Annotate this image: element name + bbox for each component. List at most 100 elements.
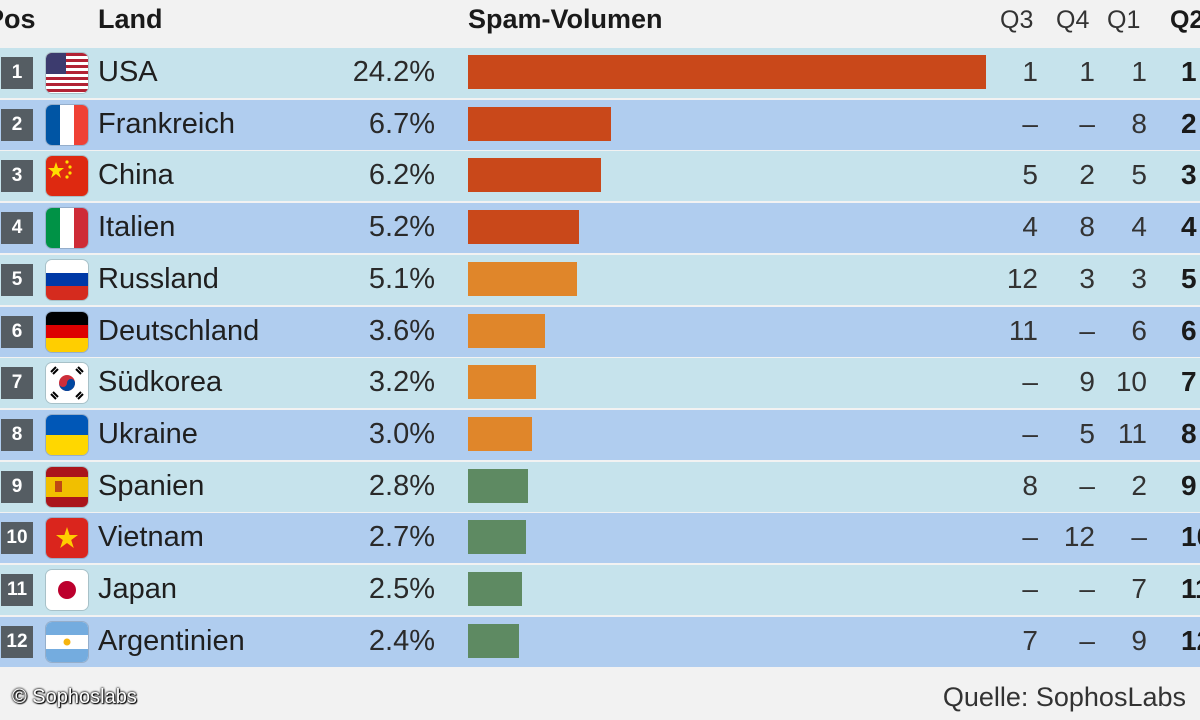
rank-q1: 1 [1131,56,1147,87]
spam-volume-bar [468,572,522,606]
south-korea-flag-icon [46,363,88,404]
rank-q1: – [1131,521,1147,553]
position-badge: 2 [1,108,33,141]
country-label: Deutschland [98,314,260,347]
position-badge: 6 [1,315,33,348]
japan-flag-icon [46,570,88,610]
vietnam-flag-icon [46,518,88,559]
rank-q2: 7 [1181,366,1197,398]
rank-q1: 8 [1131,107,1147,139]
spam-volume-bar [468,313,545,348]
rank-q3: 4 [1022,211,1038,243]
header-land: Land [98,4,163,34]
spam-volume-bar [468,416,532,451]
position-badge: 4 [1,212,33,245]
table-row: 1 USA 24.2% 1 1 1 1 [0,48,1200,98]
rank-q1: 2 [1131,469,1147,501]
germany-flag-icon [46,311,88,352]
header-q1: Q1 [1107,6,1141,34]
rank-q2: 9 [1181,469,1197,501]
rank-q2: 6 [1181,314,1197,346]
country-label: Frankreich [98,107,235,140]
spam-percent-label: 2.4% [368,624,435,657]
rank-q3: 7 [1022,624,1038,656]
rank-q3: 8 [1022,469,1038,501]
country-label: Japan [98,573,178,605]
position-badge: 12 [1,625,33,658]
table-row: 3 China 6.2% 5 2 5 3 [0,151,1200,202]
rank-q4: 12 [1063,521,1095,553]
france-flag-icon [46,104,88,145]
spain-flag-icon [46,466,88,507]
rank-q4: 5 [1079,417,1095,449]
spam-volume-bar [468,365,536,400]
table-row: 4 Italien 5.2% 4 8 4 4 [0,203,1200,254]
source-label: Quelle: SophosLabs [942,682,1186,712]
country-label: Spanien [98,469,205,502]
spam-percent-label: 3.6% [368,314,435,347]
spam-volume-bar [468,468,528,503]
spam-volume-bar [468,261,577,296]
position-badge: 3 [1,160,33,193]
spam-volume-bar [468,623,519,658]
rank-q4: 8 [1079,211,1095,243]
us-flag-icon [46,53,88,93]
rank-q1: 4 [1131,211,1147,243]
rank-q1: 11 [1117,417,1147,449]
country-label: Argentinien [98,624,245,657]
country-label: China [98,159,174,192]
header-spam-volume: Spam-Volumen [468,4,663,34]
russia-flag-icon [46,259,88,300]
rank-q2: 10 [1181,521,1200,553]
rank-q4: 3 [1079,262,1095,294]
rank-q1: 7 [1131,573,1147,604]
header-q3: Q3 [1000,6,1034,34]
position-badge: 10 [1,522,33,555]
rank-q3: 11 [1008,314,1038,346]
spam-percent-label: 2.8% [368,469,435,502]
rank-q3: – [1022,417,1038,449]
spam-volume-bar [468,520,526,555]
header-pos: Pos [0,4,36,34]
position-badge: 9 [1,470,33,503]
rank-q2: 11 [1181,573,1200,604]
rank-q4: – [1079,573,1095,604]
ukraine-flag-icon [46,414,88,455]
rank-q4: 1 [1079,56,1095,87]
rank-q1: 9 [1131,624,1147,656]
table-row: 11 Japan 2.5% – – 7 11 [0,565,1200,615]
country-label: Russland [98,262,219,295]
position-badge: 11 [1,574,33,606]
country-label: Vietnam [98,521,204,554]
spam-percent-label: 2.7% [368,521,435,554]
rank-q3: – [1022,521,1038,553]
rank-q4: – [1079,624,1095,656]
rank-q4: – [1079,314,1095,346]
italy-flag-icon [46,208,88,249]
header-q4: Q4 [1056,6,1090,34]
rank-q4: 9 [1079,366,1095,398]
rank-q3: – [1022,573,1038,604]
spam-percent-label: 3.2% [368,366,435,399]
rank-q2: 8 [1181,417,1197,449]
rank-q2: 2 [1181,107,1197,139]
position-badge: 7 [1,367,33,400]
position-badge: 1 [1,57,33,89]
rank-q3: 12 [1006,262,1038,294]
country-label: Ukraine [98,417,198,450]
spam-percent-label: 5.2% [368,211,435,244]
rank-q1: 10 [1115,366,1147,398]
spam-percent-label: 6.7% [368,107,435,140]
china-flag-icon [46,156,88,197]
table-row: 7 Südkorea 3.2% – 9 10 7 [0,358,1200,409]
spam-percent-label: 2.5% [368,573,435,605]
rank-q1: 5 [1131,159,1147,191]
rank-q2: 12 [1181,624,1200,656]
table-row: 9 Spanien 2.8% 8 – 2 9 [0,461,1200,512]
rank-q4: – [1079,107,1095,139]
spam-percent-label: 24.2% [352,56,435,88]
country-label: Südkorea [98,366,223,399]
rank-q3: 5 [1022,159,1038,191]
position-badge: 5 [1,263,33,296]
